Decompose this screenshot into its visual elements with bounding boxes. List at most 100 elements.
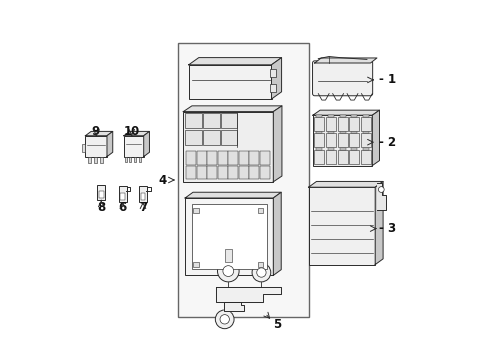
Bar	[349, 117, 359, 131]
Bar	[339, 148, 345, 150]
Bar	[315, 131, 321, 133]
Text: 9: 9	[92, 125, 100, 138]
Circle shape	[215, 310, 234, 329]
Polygon shape	[312, 110, 379, 115]
Bar	[313, 150, 323, 164]
Bar	[178, 43, 309, 317]
Bar	[123, 136, 143, 157]
Bar	[327, 148, 333, 150]
Bar	[228, 166, 238, 179]
Bar	[238, 151, 248, 165]
Bar	[313, 117, 323, 131]
Bar	[100, 157, 102, 163]
Bar	[193, 208, 199, 213]
Bar	[191, 204, 266, 269]
Bar	[129, 157, 131, 162]
Text: 4: 4	[159, 174, 167, 186]
Bar	[363, 114, 368, 117]
Bar	[269, 69, 276, 77]
Polygon shape	[183, 106, 282, 112]
Circle shape	[251, 263, 270, 282]
Bar	[119, 186, 126, 202]
Polygon shape	[374, 181, 382, 265]
Bar	[259, 151, 269, 165]
Polygon shape	[215, 287, 280, 302]
Bar	[327, 114, 333, 117]
Bar	[185, 198, 273, 275]
Bar	[217, 166, 227, 179]
Bar	[339, 131, 345, 133]
Text: 5: 5	[273, 318, 281, 330]
Bar	[228, 151, 238, 165]
Text: 6: 6	[119, 201, 127, 214]
Polygon shape	[123, 131, 149, 136]
Bar	[186, 166, 196, 179]
Bar	[88, 157, 90, 163]
Bar	[339, 114, 345, 117]
Bar	[351, 114, 357, 117]
Bar	[124, 157, 126, 162]
Bar	[248, 166, 259, 179]
Bar	[337, 133, 347, 148]
Bar	[349, 133, 359, 148]
Polygon shape	[376, 183, 385, 211]
Circle shape	[217, 260, 239, 282]
Bar	[351, 131, 357, 133]
Bar	[221, 113, 237, 129]
Bar	[269, 84, 276, 92]
Circle shape	[378, 186, 384, 192]
Text: - 1: - 1	[379, 73, 396, 86]
Circle shape	[256, 268, 265, 277]
Text: - 3: - 3	[379, 222, 396, 235]
Bar	[308, 187, 374, 265]
Polygon shape	[273, 106, 282, 182]
Bar	[94, 157, 97, 163]
Circle shape	[223, 266, 233, 276]
Bar	[185, 130, 201, 145]
Bar	[361, 133, 370, 148]
Bar	[363, 131, 368, 133]
Bar	[120, 193, 125, 200]
Bar	[224, 249, 231, 262]
Bar	[238, 166, 248, 179]
Polygon shape	[85, 131, 113, 136]
Bar	[248, 151, 259, 165]
Bar	[361, 117, 370, 131]
Bar	[337, 117, 347, 131]
Bar	[257, 208, 263, 213]
Polygon shape	[314, 58, 376, 63]
Bar	[81, 144, 85, 152]
Bar	[99, 191, 103, 198]
Bar	[85, 136, 107, 157]
Bar	[315, 148, 321, 150]
Bar	[207, 166, 217, 179]
Bar	[207, 151, 217, 165]
Bar	[259, 166, 269, 179]
Bar	[188, 65, 271, 99]
Polygon shape	[308, 181, 382, 187]
Circle shape	[220, 315, 229, 324]
Polygon shape	[271, 58, 281, 99]
Bar	[203, 113, 219, 129]
Bar	[325, 150, 335, 164]
Text: 10: 10	[123, 125, 139, 138]
Bar	[257, 262, 263, 267]
Bar	[313, 133, 323, 148]
Polygon shape	[143, 131, 149, 157]
Bar	[134, 157, 136, 162]
Bar	[349, 150, 359, 164]
Bar	[363, 148, 368, 150]
Bar	[361, 150, 370, 164]
Bar	[312, 115, 371, 166]
FancyBboxPatch shape	[312, 61, 372, 96]
Bar	[315, 114, 321, 117]
Polygon shape	[224, 302, 244, 311]
Polygon shape	[371, 110, 379, 166]
Polygon shape	[185, 192, 281, 198]
Bar	[97, 185, 105, 200]
Bar	[351, 148, 357, 150]
Text: - 2: - 2	[379, 136, 396, 149]
Bar	[221, 130, 237, 145]
Bar	[141, 193, 145, 200]
Polygon shape	[107, 131, 113, 157]
